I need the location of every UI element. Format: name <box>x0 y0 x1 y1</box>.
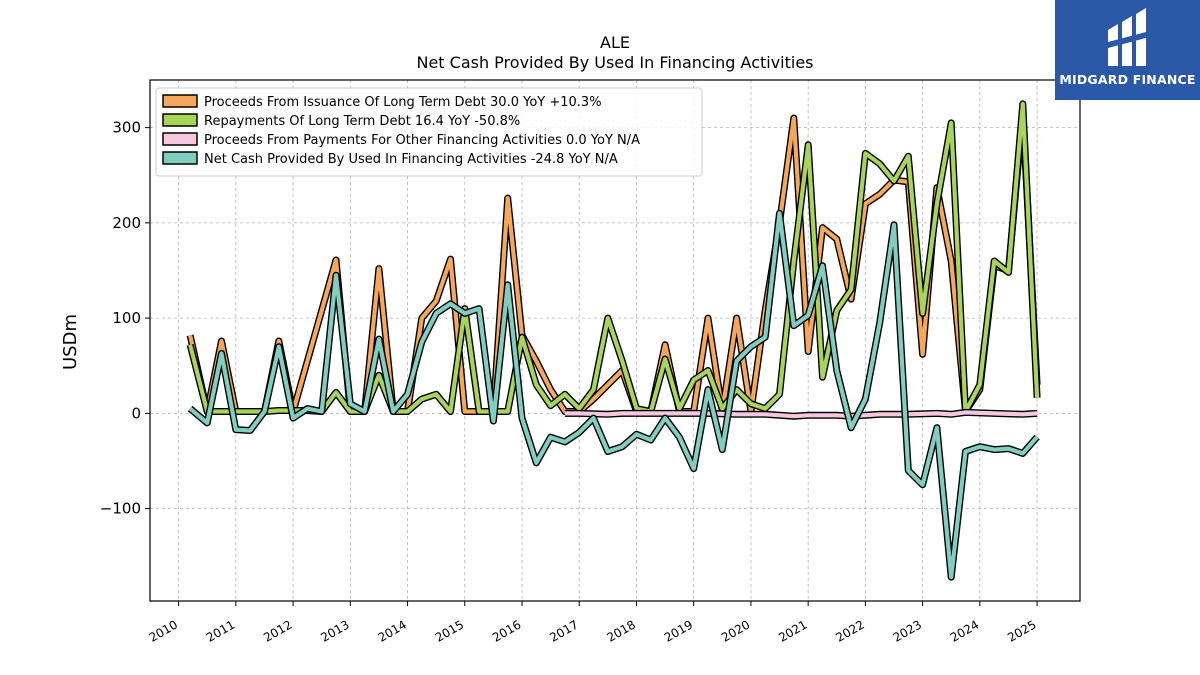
legend-label: Repayments Of Long Term Debt 16.4 YoY -5… <box>204 114 520 129</box>
x-tick-label: 2013 <box>318 617 351 644</box>
midgard-logo-icon <box>1107 8 1146 66</box>
chart-title: ALE <box>600 33 630 52</box>
y-tick-label: 300 <box>112 119 141 137</box>
x-tick-label: 2014 <box>376 617 409 644</box>
series-outline-4 <box>187 209 1040 581</box>
x-tick-label: 2018 <box>605 617 638 644</box>
x-tick-label: 2012 <box>261 617 294 644</box>
x-tick-label: 2024 <box>948 617 981 644</box>
brand-logo: MIDGARD FINANCE <box>1055 0 1200 100</box>
y-tick-label: 200 <box>112 214 141 232</box>
x-tick-label: 2010 <box>147 617 180 644</box>
y-tick-label: 100 <box>112 309 141 327</box>
chart-subtitle: Net Cash Provided By Used In Financing A… <box>416 53 813 72</box>
y-tick-label: −100 <box>100 500 141 518</box>
x-tick-label: 2022 <box>833 617 866 644</box>
legend-swatch <box>162 94 198 108</box>
legend-box <box>155 87 703 177</box>
x-tick-label: 2023 <box>891 617 924 644</box>
legend-label: Proceeds From Payments For Other Financi… <box>204 133 640 148</box>
legend-swatch <box>162 151 198 165</box>
y-tick-label: 0 <box>131 404 141 422</box>
x-tick-label: 2019 <box>662 617 695 644</box>
x-tick-label: 2015 <box>433 617 466 644</box>
legend-label: Net Cash Provided By Used In Financing A… <box>204 152 618 167</box>
series-line-2 <box>188 101 1040 414</box>
x-tick-label: 2021 <box>776 617 809 644</box>
legend-swatch <box>162 113 198 127</box>
series-line-3 <box>564 410 1038 419</box>
plot-area: −100 0 100 200 300 2010 2011 2012 2013 2014 2015 20… <box>100 79 1081 645</box>
x-tick-label: 2011 <box>204 617 237 644</box>
x-tick-label: 2017 <box>547 617 580 644</box>
x-tick-label: 2025 <box>1005 617 1038 644</box>
x-tick-label: 2016 <box>490 617 523 644</box>
y-axis-label: USDm <box>60 314 81 370</box>
legend-swatch <box>162 132 198 146</box>
plot-frame <box>149 79 1081 602</box>
x-tick-label: 2020 <box>719 617 752 644</box>
series-line-4 <box>188 211 1039 580</box>
brand-logo-text: MIDGARD FINANCE <box>1059 72 1196 87</box>
legend-label: Proceeds From Issuance Of Long Term Debt… <box>204 95 602 110</box>
